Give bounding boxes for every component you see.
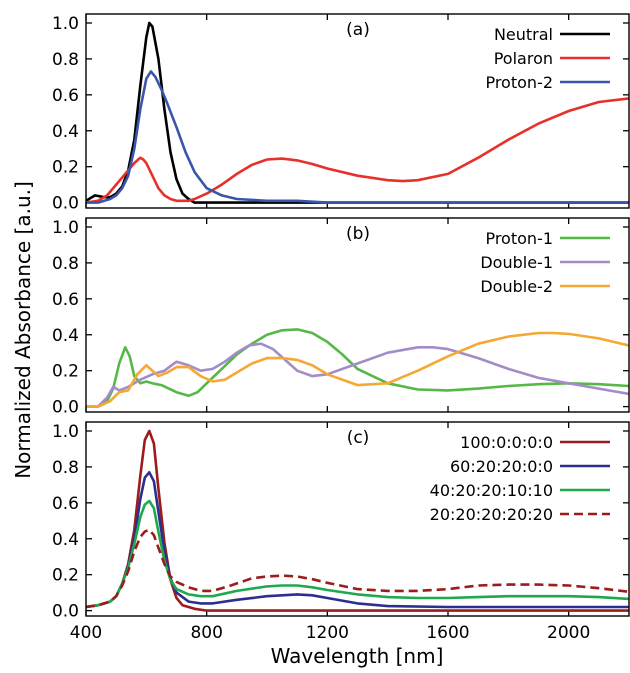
series-lines (86, 429, 629, 612)
series-lines (86, 21, 629, 204)
panel-3: 0.0 0.2 0.4 0.6 0.8 1.0 400 800 1200 1600 2000 (c) 1… (52, 421, 630, 643)
x-tick-label: 1200 (306, 623, 349, 643)
legend-label: Proton-2 (485, 73, 553, 92)
x-tick-label: 2000 (547, 623, 590, 643)
y-tick-label: 0.6 (52, 494, 79, 514)
y-tick-label: 0.8 (52, 458, 79, 478)
series-line (86, 342, 629, 408)
legend-label: 100:0:0:0:0 (460, 433, 553, 452)
y-tick-label: 1.0 (52, 422, 79, 442)
series-line (86, 70, 629, 204)
panel-2: 0.0 0.2 0.4 0.6 0.8 1.0 (b) Proton-1 Double-1 Dou… (52, 217, 630, 418)
panel-label: (c) (347, 428, 370, 448)
series-line (86, 528, 629, 609)
y-tick-label: 0.0 (52, 194, 79, 214)
legend-label: 20:20:20:20:20 (430, 505, 553, 524)
series-lines (86, 328, 629, 408)
y-tick-label: 0.8 (52, 50, 79, 70)
y-tick-label: 0.2 (52, 362, 79, 382)
y-tick-label: 0.6 (52, 86, 79, 106)
legend-label: Neutral (494, 25, 553, 44)
legend-label: Double-1 (480, 253, 553, 272)
y-tick-label: 1.0 (52, 218, 79, 238)
plot-frame (85, 217, 630, 413)
y-tick-label: 0.2 (52, 158, 79, 178)
legend-label: Polaron (494, 49, 553, 68)
plot-frame (85, 13, 630, 209)
legend-label: 60:20:20:0:0 (450, 457, 553, 476)
y-tick-label: 0.4 (52, 530, 79, 550)
y-tick-label: 0.8 (52, 254, 79, 274)
x-axis-title: Wavelength [nm] (271, 644, 444, 668)
y-axis-title: Normalized Absorbance [a.u.] (11, 181, 35, 479)
x-tick-label: 400 (70, 623, 102, 643)
y-tick-label: 0.6 (52, 290, 79, 310)
y-tick-label: 0.4 (52, 326, 79, 346)
legend-label: Proton-1 (485, 229, 553, 248)
panel-label: (a) (346, 20, 370, 40)
y-tick-label: 0.4 (52, 122, 79, 142)
y-tick-label: 1.0 (52, 14, 79, 34)
panel-label: (b) (346, 224, 370, 244)
y-tick-label: 0.0 (52, 398, 79, 418)
legend-label: 40:20:20:10:10 (430, 481, 553, 500)
series-line (86, 97, 629, 204)
y-tick-label: 0.2 (52, 566, 79, 586)
series-line (86, 328, 629, 408)
panel-1: 0.0 0.2 0.4 0.6 0.8 1.0 (a) Neutral Polaron Proto… (52, 13, 630, 214)
x-tick-label: 1600 (426, 623, 469, 643)
y-tick-label: 0.0 (52, 602, 79, 622)
series-line (86, 331, 629, 408)
x-tick-label: 800 (190, 623, 222, 643)
plot-frame (85, 421, 630, 617)
legend-label: Double-2 (480, 277, 553, 296)
series-line (86, 499, 629, 609)
panels-group: 0.0 0.2 0.4 0.6 0.8 1.0 (a) Neutral Polaron Proto… (52, 13, 630, 643)
